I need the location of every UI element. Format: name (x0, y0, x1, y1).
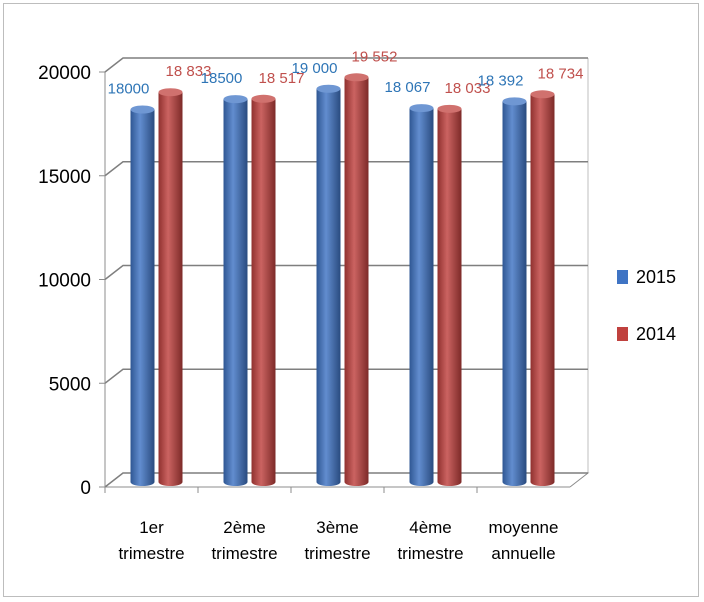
bar-top (316, 84, 341, 93)
y-tick-label: 5000 (49, 374, 91, 395)
data-label: 18000 (108, 81, 150, 98)
legend-swatch (617, 327, 628, 341)
legend-label: 2014 (636, 324, 676, 344)
legend-item: 2015 (617, 267, 676, 287)
data-label: 18 734 (538, 65, 584, 82)
bar-body (251, 98, 276, 486)
x-tick-label: trimestre (304, 544, 370, 563)
bar-top (158, 88, 183, 97)
bar (251, 94, 276, 486)
bar (530, 90, 555, 486)
data-label: 18500 (201, 70, 243, 87)
bar-body (437, 108, 462, 486)
bar-top (223, 95, 248, 104)
x-tick-label: trimestre (118, 544, 184, 563)
bar-top (502, 97, 527, 106)
legend-label: 2015 (636, 267, 676, 287)
data-label: 18 033 (445, 80, 491, 97)
data-label: 18 517 (259, 70, 305, 87)
bar-body (316, 88, 341, 486)
legend-item: 2014 (617, 324, 676, 344)
bar-body (502, 101, 527, 486)
x-axis: 1er trimestre 2ème trimestre 3ème trimestre 4è… (104, 487, 559, 563)
bar-top (409, 104, 434, 113)
legend-swatch (617, 270, 628, 284)
bar-top (251, 94, 276, 103)
bar (437, 104, 462, 486)
x-tick-label: trimestre (211, 544, 277, 563)
x-tick-label: 3ème (316, 518, 359, 537)
bar (502, 97, 527, 486)
bar (158, 88, 183, 487)
data-label: 18 392 (478, 72, 524, 89)
bar (344, 73, 369, 487)
bar-body (530, 94, 555, 486)
data-label: 18 833 (166, 63, 212, 80)
y-tick-label: 10000 (38, 271, 91, 292)
bar-body (223, 99, 248, 486)
y-tick-label: 0 (80, 478, 91, 499)
bar (130, 105, 155, 486)
x-tick-label: 4ème (409, 518, 452, 537)
x-tick-label: annuelle (491, 544, 555, 563)
bar-top (130, 105, 155, 114)
legend: 2015 2014 (617, 267, 676, 344)
data-label: 19 552 (352, 48, 398, 65)
bar-body (344, 77, 369, 487)
bars (130, 73, 555, 487)
y-tick-label: 15000 (38, 167, 91, 188)
y-tick-label: 20000 (38, 63, 91, 84)
bar-top (437, 104, 462, 113)
x-tick-label: trimestre (397, 544, 463, 563)
bar-top (530, 90, 555, 99)
bar (223, 95, 248, 486)
bar (316, 84, 341, 486)
y-axis: 0 5000 10000 15000 20000 (38, 63, 106, 499)
bar-body (130, 109, 155, 486)
x-tick-label: 2ème (223, 518, 266, 537)
bar-body (158, 92, 183, 487)
x-tick-label: moyenne (489, 518, 559, 537)
x-tick-label: 1er (139, 518, 164, 537)
bar (409, 104, 434, 487)
data-label: 18 067 (385, 79, 431, 96)
bar-top (344, 73, 369, 82)
gridline (104, 57, 588, 73)
data-label: 19 000 (292, 60, 338, 77)
bar-body (409, 108, 434, 487)
